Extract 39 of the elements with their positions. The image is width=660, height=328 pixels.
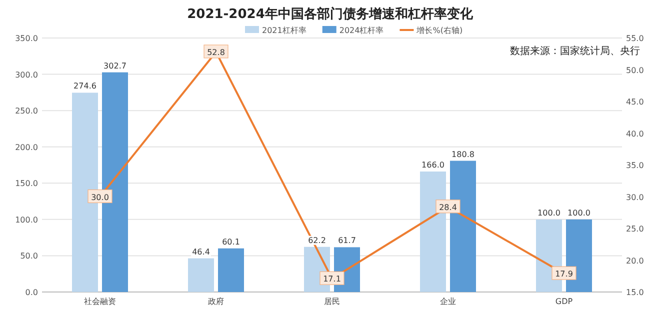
x-tick-label: 居民 (324, 297, 340, 306)
y-tick-label: 200.0 (15, 142, 38, 152)
y-tick-label: 300.0 (15, 70, 38, 80)
y-tick-label: 350.0 (15, 34, 38, 43)
data-label: 274.6 (74, 82, 96, 91)
x-tick-label: 企业 (440, 297, 456, 306)
bar (188, 258, 214, 292)
annotation: 数据来源：国家统计局、央行 (510, 45, 640, 57)
data-label: 166.0 (422, 160, 444, 170)
y-tick-label: 100.0 (15, 215, 38, 224)
y2-tick-label: 25.0 (626, 224, 644, 234)
y2-tick-label: 20.0 (626, 256, 644, 266)
legend-label: 2021杠杆率 (262, 26, 306, 35)
data-label: 100.0 (568, 208, 590, 218)
x-tick-label: 社会融资 (84, 297, 116, 306)
y2-tick-label: 45.0 (626, 98, 644, 106)
bar (218, 248, 244, 292)
chart-title: 2021-2024年中国各部门债务增速和杠杆率变化 (187, 6, 474, 22)
data-label: 61.7 (338, 236, 356, 246)
data-label: 60.1 (222, 237, 240, 246)
data-label: 180.8 (452, 150, 474, 159)
data-label: 302.7 (104, 61, 126, 70)
y2-tick-label: 30.0 (626, 192, 644, 202)
x-tick-label: GDP (555, 297, 573, 306)
y2-tick-label: 15.0 (626, 288, 644, 297)
data-label: 100.0 (538, 208, 560, 218)
data-label: 62.2 (308, 236, 326, 245)
y2-tick-label: 40.0 (626, 129, 644, 138)
y-tick-label: 250.0 (15, 106, 38, 116)
y2-tick-label: 55.0 (626, 34, 644, 43)
y-tick-label: 0.0 (25, 288, 38, 297)
data-label: 46.4 (192, 247, 210, 256)
y2-tick-label: 50.0 (626, 66, 644, 75)
y-tick-label: 50.0 (20, 252, 38, 261)
x-tick-label: 政府 (208, 297, 224, 306)
y-tick-label: 150.0 (15, 179, 38, 188)
legend-label: 2024杠杆率 (339, 26, 384, 35)
y2-tick-label: 35.0 (626, 161, 644, 170)
legend-label: 增长%(右轴) (416, 26, 463, 35)
